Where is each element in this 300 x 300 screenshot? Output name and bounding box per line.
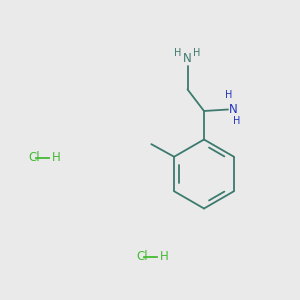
Text: H: H [225,91,233,100]
Text: Cl: Cl [136,250,148,263]
Text: N: N [229,103,238,116]
Text: H: H [233,116,241,125]
Text: Cl: Cl [28,151,40,164]
Text: N: N [183,52,192,65]
Text: H: H [174,48,182,58]
Text: H: H [160,250,169,263]
Text: H: H [52,151,61,164]
Text: H: H [193,48,200,58]
